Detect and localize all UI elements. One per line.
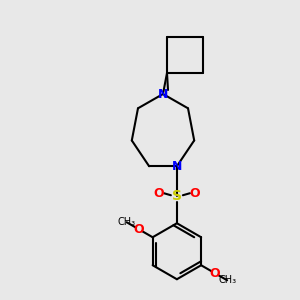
Text: S: S [172,189,182,203]
Text: O: O [154,187,164,200]
Text: O: O [210,267,220,280]
Text: CH₃: CH₃ [118,217,136,227]
Text: O: O [134,223,144,236]
Text: N: N [172,160,182,173]
Text: N: N [158,88,168,100]
Text: CH₃: CH₃ [218,275,236,285]
Text: O: O [190,187,200,200]
